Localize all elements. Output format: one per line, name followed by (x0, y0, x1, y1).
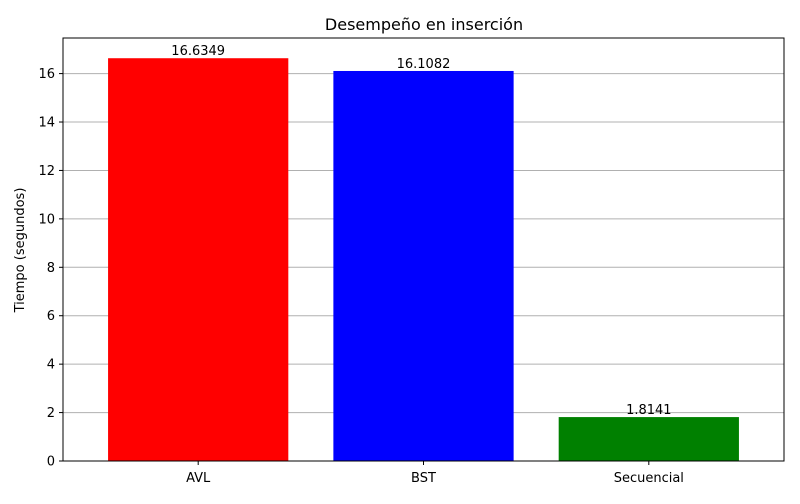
x-axis-ticks: AVL BST Secuencial (186, 461, 684, 486)
y-tick-label: 0 (47, 455, 55, 470)
bar-secuencial (558, 417, 739, 461)
y-tick-label: 16 (38, 67, 55, 82)
bar-value-label: 1.8141 (626, 403, 672, 418)
bar-bst (333, 70, 514, 461)
y-tick-label: 2 (47, 406, 55, 421)
x-tick-label: AVL (186, 471, 211, 486)
y-axis-ticks: 0 2 4 6 8 10 12 14 16 (38, 67, 63, 470)
y-tick-label: 14 (38, 116, 55, 131)
y-axis-label: Tiempo (segundos) (13, 188, 28, 314)
y-tick-label: 10 (38, 212, 55, 227)
bars (108, 58, 739, 462)
y-tick-label: 4 (47, 358, 55, 373)
y-tick-label: 12 (38, 164, 55, 179)
y-tick-label: 6 (47, 309, 55, 324)
bar-avl (108, 58, 289, 462)
x-tick-label: BST (411, 471, 436, 486)
bar-value-label: 16.1082 (397, 57, 451, 72)
x-tick-label: Secuencial (614, 471, 684, 486)
chart-title: Desempeño en inserción (325, 15, 523, 34)
y-tick-label: 8 (47, 261, 55, 276)
bar-value-labels: 16.6349 16.1082 1.8141 (171, 44, 671, 418)
bar-value-label: 16.6349 (171, 44, 225, 59)
